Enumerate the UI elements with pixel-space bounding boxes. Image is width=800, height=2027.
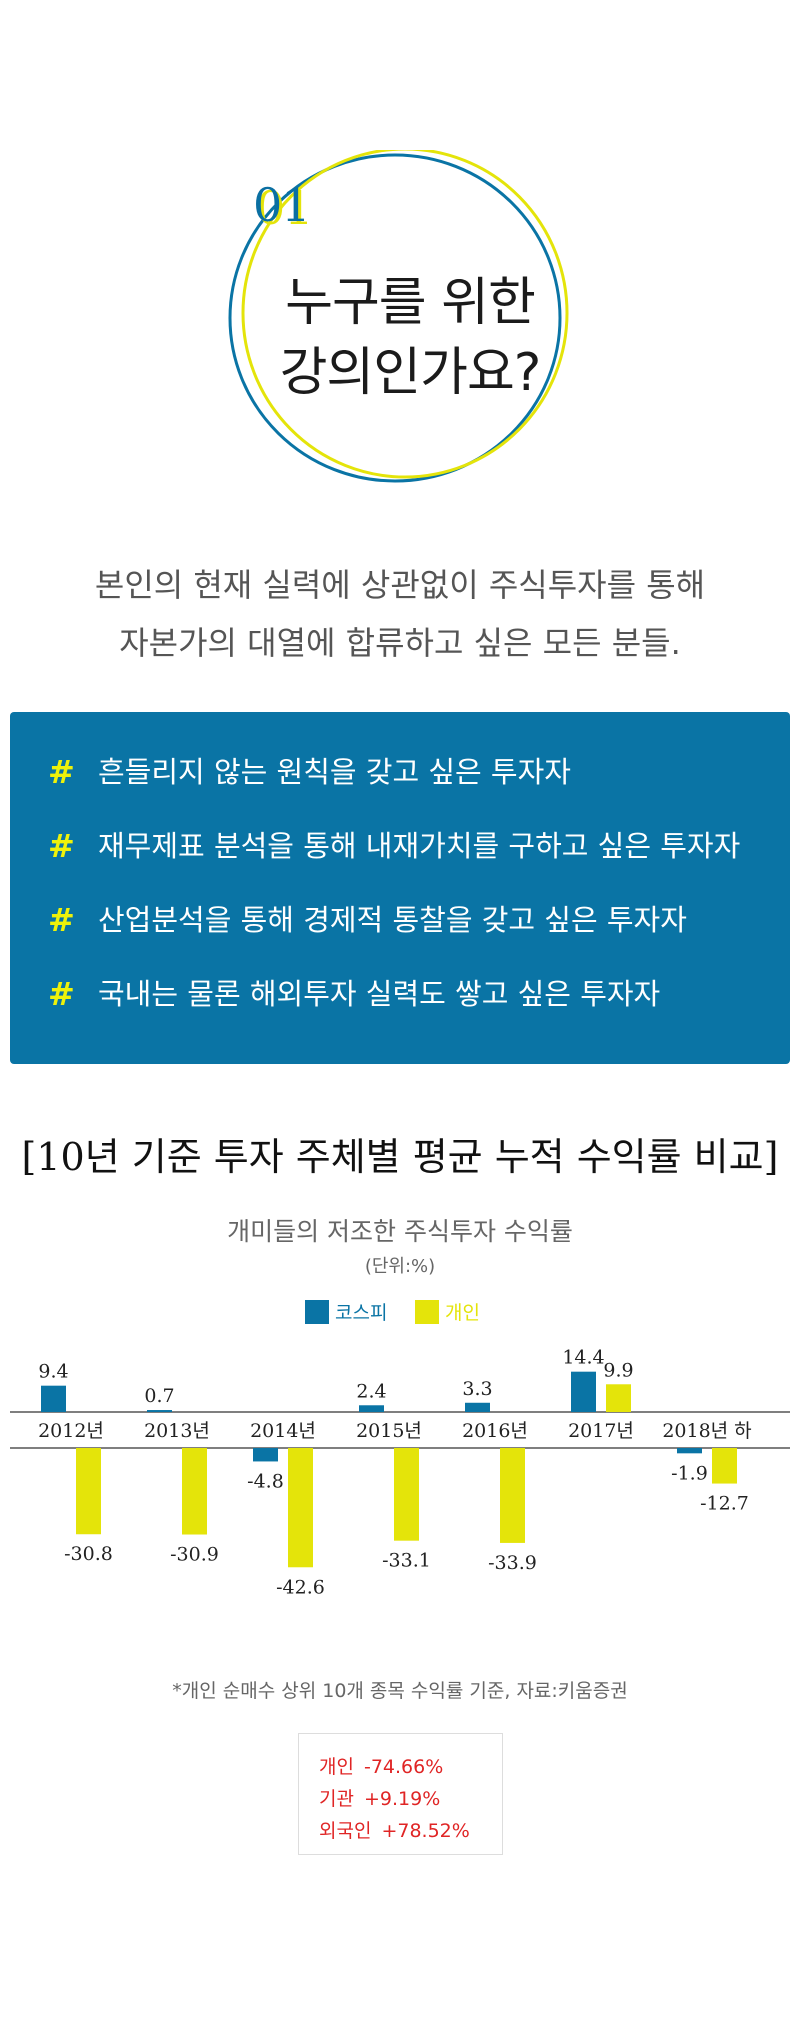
category-label: 2018년 하 xyxy=(662,1420,751,1442)
bar-kospi xyxy=(677,1448,702,1454)
intro-line2: 자본가의 대열에 합류하고 싶은 모든 분들. xyxy=(119,624,681,662)
summary-label: 기관 xyxy=(319,1788,354,1810)
summary-row: 기관 +9.19% xyxy=(319,1784,440,1811)
summary-row: 개인 -74.66% xyxy=(319,1752,443,1779)
chart-title: 개미들의 저조한 주식투자 수익률 xyxy=(227,1217,573,1246)
section-number-text: 01 xyxy=(253,178,311,232)
chart-footnote: *개인 순매수 상위 10개 종목 수익률 기준, 자료:키움증권 xyxy=(172,1680,628,1702)
legend-label: 코스피 xyxy=(335,1302,387,1324)
summary-value: +9.19% xyxy=(363,1788,441,1810)
summary-label: 개인 xyxy=(319,1756,354,1778)
returns-bar-chart: 코스피 개인 2012년 9.4 -30.8 2013년 0.7 -30.9 2014년 -4.8… xyxy=(10,1300,790,1598)
category-label: 2013년 xyxy=(144,1420,210,1442)
bullet-text: 국내는 물론 해외투자 실력도 쌓고 싶은 투자자 xyxy=(98,977,661,1011)
summary-row: 외국인 +78.52% xyxy=(319,1816,470,1843)
bar-individual xyxy=(288,1448,313,1568)
summary-value: +78.52% xyxy=(381,1820,470,1842)
chart-unit: (단위:%) xyxy=(364,1256,436,1277)
data-label: -30.8 xyxy=(64,1543,113,1565)
bar-kospi xyxy=(571,1371,596,1412)
data-label: 0.7 xyxy=(144,1385,174,1407)
data-label: -4.8 xyxy=(247,1470,284,1492)
summary-box: 개인 -74.66% 기관 +9.19% 외국인 +78.52% xyxy=(298,1733,503,1855)
data-label: -30.9 xyxy=(170,1544,219,1566)
bar-individual xyxy=(76,1448,101,1535)
category-label: 2016년 xyxy=(462,1420,528,1442)
data-label: -1.9 xyxy=(671,1462,708,1484)
summary-value: -74.66% xyxy=(363,1756,444,1778)
comparison-heading: [10년 기준 투자 주체별 평균 누적 수익률 비교] xyxy=(21,1135,779,1179)
target-audience-box: # 흔들리지 않는 원칙을 갖고 싶은 투자자 # 재무제표 분석을 통해 내재… xyxy=(10,712,790,1064)
legend-swatch xyxy=(415,1300,439,1324)
bar-kospi xyxy=(253,1448,278,1462)
intro-line1: 본인의 현재 실력에 상관없이 주식투자를 통해 xyxy=(94,566,706,604)
yellow-ring xyxy=(241,150,569,479)
legend-swatch xyxy=(305,1300,329,1324)
data-label: 9.4 xyxy=(38,1361,68,1383)
category-label: 2015년 xyxy=(356,1420,422,1442)
bullet-text: 재무제표 분석을 통해 내재가치를 구하고 싶은 투자자 xyxy=(98,829,741,863)
summary-label: 외국인 xyxy=(319,1820,372,1842)
bar-kospi xyxy=(465,1402,490,1412)
bar-individual xyxy=(712,1448,737,1484)
data-label: 14.4 xyxy=(562,1347,604,1369)
hash-icon: # xyxy=(48,901,75,939)
data-label: 9.9 xyxy=(603,1359,633,1381)
data-label: -33.9 xyxy=(488,1552,537,1574)
hash-icon: # xyxy=(48,753,75,791)
bar-individual xyxy=(394,1448,419,1541)
data-label: -42.6 xyxy=(276,1576,325,1598)
bar-individual xyxy=(182,1448,207,1535)
hash-icon: # xyxy=(48,827,75,865)
bar-individual xyxy=(606,1384,631,1412)
blue-ring xyxy=(228,153,562,483)
category-label: 2017년 xyxy=(568,1420,634,1442)
title-circle xyxy=(228,150,569,483)
category-label: 2012년 xyxy=(38,1420,104,1442)
bar-kospi xyxy=(147,1410,172,1412)
section-title-line1: 누구를 위한 xyxy=(285,273,536,333)
section-number: 01 01 xyxy=(253,178,314,235)
data-label: -12.7 xyxy=(700,1493,749,1515)
data-label: -33.1 xyxy=(382,1550,431,1572)
section-title-line2: 강의인가요? xyxy=(279,343,542,403)
bar-kospi xyxy=(41,1385,66,1412)
bullet-text: 흔들리지 않는 원칙을 갖고 싶은 투자자 xyxy=(98,755,571,789)
data-label: 2.4 xyxy=(356,1380,386,1402)
bar-kospi xyxy=(359,1405,384,1412)
section-number-shadow: 01 xyxy=(256,181,314,235)
hash-icon: # xyxy=(48,975,75,1013)
bullet-text: 산업분석을 통해 경제적 통찰을 갖고 싶은 투자자 xyxy=(98,903,687,937)
data-label: 3.3 xyxy=(462,1378,492,1400)
legend-label: 개인 xyxy=(445,1302,480,1324)
bar-individual xyxy=(500,1448,525,1543)
category-label: 2014년 xyxy=(250,1420,316,1442)
